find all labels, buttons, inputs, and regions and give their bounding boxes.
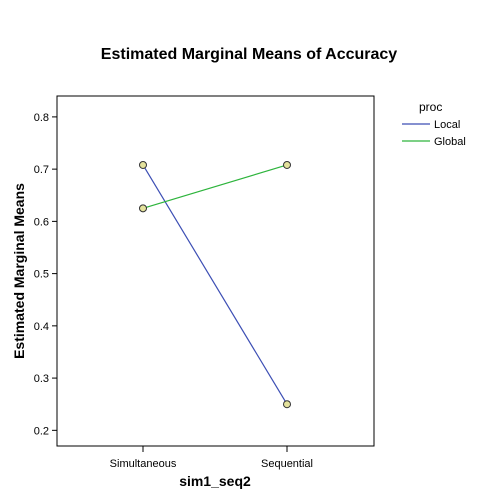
data-point-local (283, 400, 291, 409)
series-layer (139, 160, 291, 409)
y-tick-label: 0.3 (34, 373, 49, 385)
plot-area (56, 95, 375, 447)
legend-label-local: Local (434, 119, 460, 131)
y-axis-label: Estimated Marginal Means (11, 183, 27, 359)
y-tick-label: 0.6 (34, 216, 49, 228)
y-tick-label: 0.5 (34, 269, 49, 281)
y-tick-label: 0.7 (34, 164, 49, 176)
x-axis-label: sim1_seq2 (179, 473, 251, 489)
chart-title: Estimated Marginal Means of Accuracy (101, 46, 397, 63)
legend-title: proc (419, 100, 442, 114)
series-line-global (142, 164, 288, 209)
y-tick-label: 0.4 (34, 321, 49, 333)
legend: proc Local Global (402, 100, 466, 148)
legend-label-global: Global (434, 136, 466, 148)
data-point-global (139, 204, 147, 213)
y-tick-label: 0.2 (34, 425, 49, 437)
series-line-local (142, 164, 288, 405)
x-tick-label: Sequential (261, 458, 313, 470)
data-point-global (283, 160, 291, 169)
data-point-local (139, 160, 147, 169)
x-tick-label: Simultaneous (110, 458, 177, 470)
y-axis-ticks: 0.2 0.3 0.4 0.5 0.6 0.7 0.8 (34, 112, 57, 437)
y-tick-label: 0.8 (34, 112, 49, 124)
x-axis-ticks: Simultaneous Sequential (110, 446, 313, 470)
